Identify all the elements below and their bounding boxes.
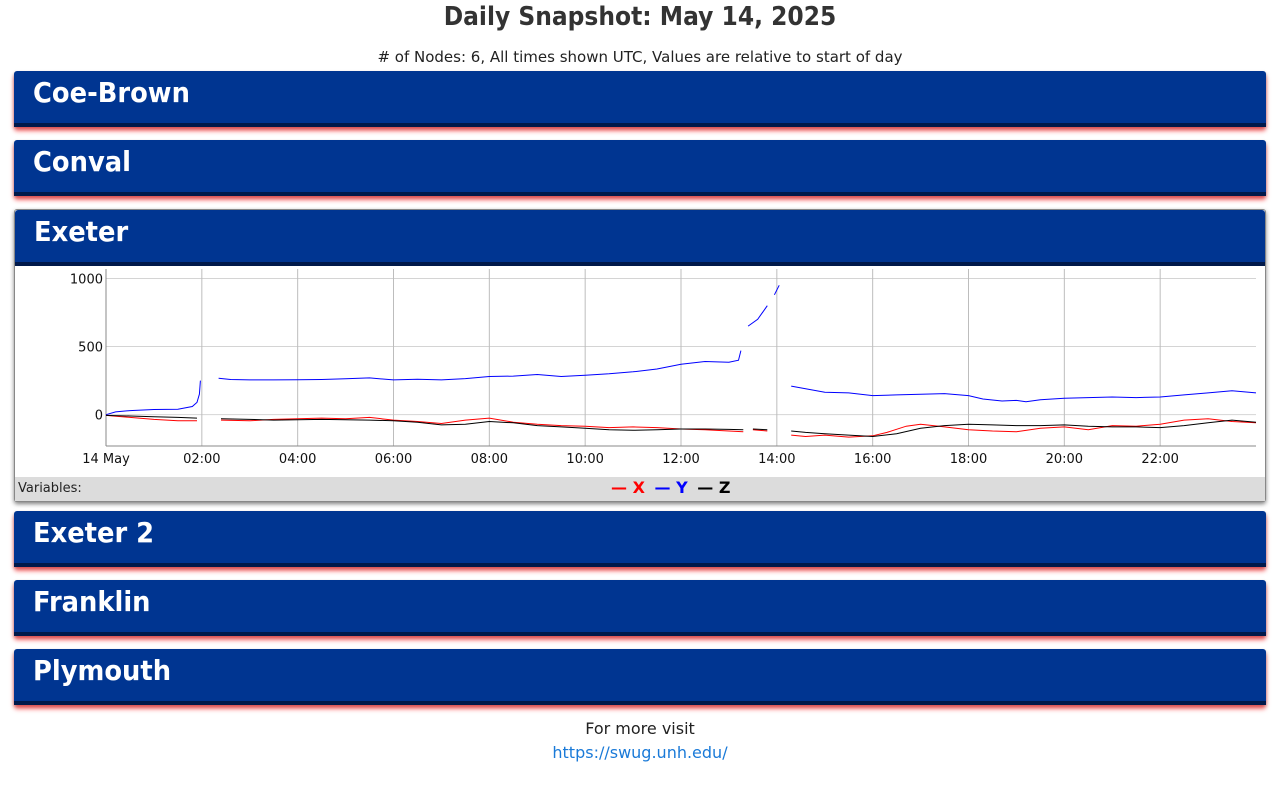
- panel-title: Exeter: [34, 215, 129, 248]
- panel-franklin: Franklin: [14, 580, 1266, 636]
- series-line-y: [773, 285, 780, 296]
- legend-label-x: X: [632, 478, 645, 497]
- panel-header-coe-brown[interactable]: Coe-Brown: [14, 71, 1266, 127]
- panel-title: Franklin: [33, 585, 151, 618]
- panel-exeter: Exeter 0 500 1000 14 May 02:00 04:00 06:00 08:0…: [14, 209, 1266, 502]
- panel-header-exeter[interactable]: Exeter: [15, 210, 1265, 266]
- x-tick-label: 06:00: [375, 452, 412, 467]
- legend-dash-icon: —: [697, 478, 714, 497]
- x-tick-label: 22:00: [1141, 452, 1178, 467]
- legend-label-z: Z: [718, 478, 731, 497]
- series-line-y: [218, 350, 742, 381]
- series-line-x: [752, 429, 768, 432]
- x-tick-label: 10:00: [566, 452, 603, 467]
- series-line-x: [791, 418, 1257, 438]
- panel-header-exeter-2[interactable]: Exeter 2: [14, 511, 1266, 567]
- legend-label-y: Y: [676, 478, 688, 497]
- panel-header-conval[interactable]: Conval: [14, 140, 1266, 196]
- panel-title: Coe-Brown: [33, 76, 190, 109]
- series-line-z: [752, 428, 768, 431]
- x-tick-label: 16:00: [854, 452, 891, 467]
- page-subtitle: # of Nodes: 6, All times shown UTC, Valu…: [377, 48, 903, 66]
- legend-dash-icon: —: [611, 478, 627, 497]
- series-line-z: [220, 418, 744, 431]
- x-tick-label: 18:00: [950, 452, 987, 467]
- y-tick-label: 0: [95, 409, 103, 424]
- x-tick-label: 14 May: [82, 452, 130, 467]
- panel-plymouth: Plymouth: [14, 649, 1266, 705]
- x-tick-label: 08:00: [471, 452, 508, 467]
- y-tick-label: 500: [78, 341, 103, 356]
- panel-header-franklin[interactable]: Franklin: [14, 580, 1266, 636]
- series-line-x: [220, 416, 744, 433]
- series-line-z: [105, 414, 198, 419]
- x-tick-label: 20:00: [1046, 452, 1083, 467]
- legend-items: — X — Y — Z: [611, 478, 734, 497]
- panel-title: Conval: [33, 145, 131, 178]
- legend-dash-icon: —: [654, 478, 671, 497]
- series-line-y: [747, 305, 768, 327]
- x-tick-label: 04:00: [279, 452, 316, 467]
- x-tick-label: 12:00: [662, 452, 699, 467]
- footer-text: For more visit: [585, 719, 695, 738]
- panel-conval: Conval: [14, 140, 1266, 196]
- panel-exeter-2: Exeter 2: [14, 511, 1266, 567]
- legend-item-y[interactable]: — Y: [655, 478, 694, 497]
- y-tick-label: 1000: [70, 272, 103, 287]
- chart-container: 0 500 1000 14 May 02:00 04:00 06:00 08:00 10:00 1…: [15, 266, 1265, 477]
- legend-bar: Variables: — X — Y — Z: [15, 477, 1265, 501]
- variables-label: Variables:: [18, 481, 82, 496]
- panel-title: Plymouth: [33, 654, 172, 687]
- panel-coe-brown: Coe-Brown: [14, 71, 1266, 127]
- panel-header-plymouth[interactable]: Plymouth: [14, 649, 1266, 705]
- panel-title: Exeter 2: [33, 516, 155, 549]
- legend-item-x[interactable]: — X: [611, 478, 651, 497]
- series-line-y: [105, 380, 201, 416]
- x-tick-label: 02:00: [183, 452, 220, 467]
- series-line-z: [791, 419, 1257, 438]
- line-chart[interactable]: 0 500 1000 14 May 02:00 04:00 06:00 08:00 10:00 1…: [15, 266, 1265, 477]
- series-line-y: [791, 385, 1257, 403]
- x-tick-label: 14:00: [758, 452, 795, 467]
- page-title: Daily Snapshot: May 14, 2025: [443, 2, 837, 32]
- legend-item-z[interactable]: — Z: [697, 478, 730, 497]
- footer-link-container: https://swug.unh.edu/: [0, 743, 1280, 762]
- footer-link[interactable]: https://swug.unh.edu/: [552, 743, 728, 762]
- series-line-x: [105, 414, 197, 422]
